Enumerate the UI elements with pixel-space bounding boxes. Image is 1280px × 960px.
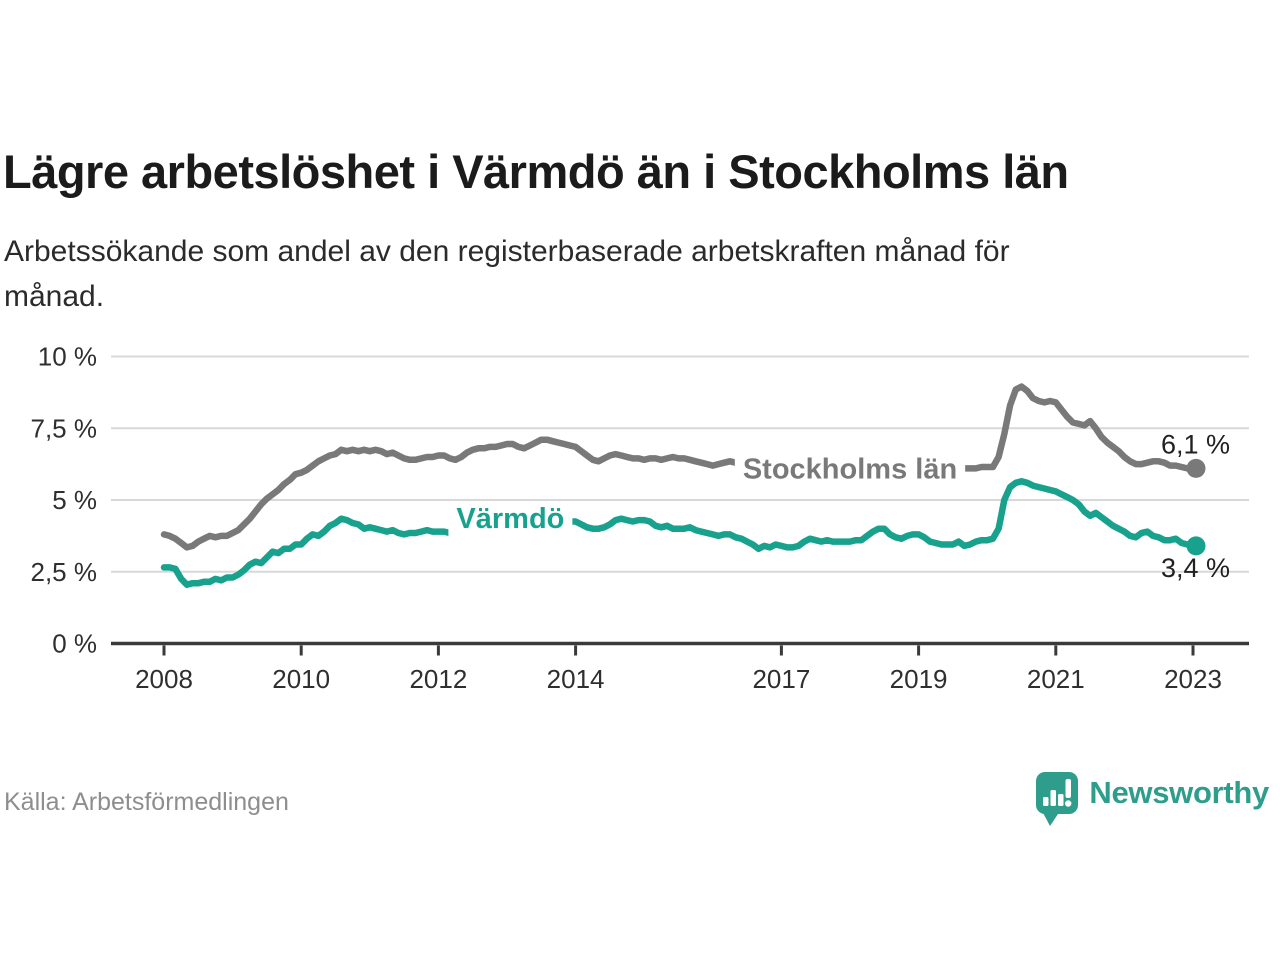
- x-axis-tick-label: 2019: [890, 664, 948, 694]
- series-end-value-stockholms-l-n: 6,1 %: [1161, 429, 1230, 459]
- newsworthy-logo-icon: [1036, 772, 1079, 826]
- series-label-mask-v-rmd-: [448, 501, 573, 538]
- chart-subtitle: Arbetssökande som andel av den registerb…: [4, 229, 1010, 319]
- y-axis-tick-label: 5 %: [52, 485, 97, 515]
- x-axis-tick-label: 2021: [1027, 664, 1085, 694]
- logo-bubble-shape: [1036, 772, 1079, 814]
- chart-subtitle-line2: månad.: [4, 280, 105, 313]
- series-label-v-rmd-: Värmdö: [456, 503, 564, 535]
- x-axis-tick-label: 2023: [1164, 664, 1222, 694]
- series-line-stockholms-l-n: [160, 383, 1197, 551]
- y-axis-tick-label: 10 %: [38, 342, 97, 372]
- source-note: Källa: Arbetsförmedlingen: [4, 788, 289, 816]
- logo-bar-chart-icon: [1043, 779, 1072, 807]
- series-label-mask-stockholms-l-n: [734, 451, 966, 488]
- newsworthy-logo: Newsworthy: [1035, 771, 1269, 828]
- y-axis-tick-label: 2,5 %: [31, 557, 98, 587]
- chart-subtitle-line1: Arbetssökande som andel av den registerb…: [4, 235, 1010, 268]
- series-line-v-rmd-: [160, 478, 1197, 588]
- page-title: Lägre arbetslöshet i Värmdö än i Stockho…: [3, 145, 1069, 198]
- x-axis-tick-label: 2014: [547, 664, 605, 694]
- x-axis-tick-label: 2017: [752, 664, 810, 694]
- x-axis-tick-label: 2008: [135, 664, 193, 694]
- series-end-value-v-rmd-: 3,4 %: [1161, 553, 1230, 583]
- x-axis-tick-label: 2010: [272, 664, 330, 694]
- series-label-stockholms-l-n: Stockholms län: [743, 454, 957, 486]
- series-end-dot-stockholms-l-n: [1186, 458, 1206, 478]
- x-axis-tick-label: 2012: [409, 664, 467, 694]
- logo-bubble-tail: [1042, 811, 1061, 826]
- y-axis-tick-label: 0 %: [52, 629, 97, 659]
- y-axis-tick-label: 7,5 %: [31, 413, 98, 443]
- newsworthy-logo-text: Newsworthy: [1089, 775, 1269, 810]
- series-end-dot-v-rmd-: [1186, 536, 1206, 556]
